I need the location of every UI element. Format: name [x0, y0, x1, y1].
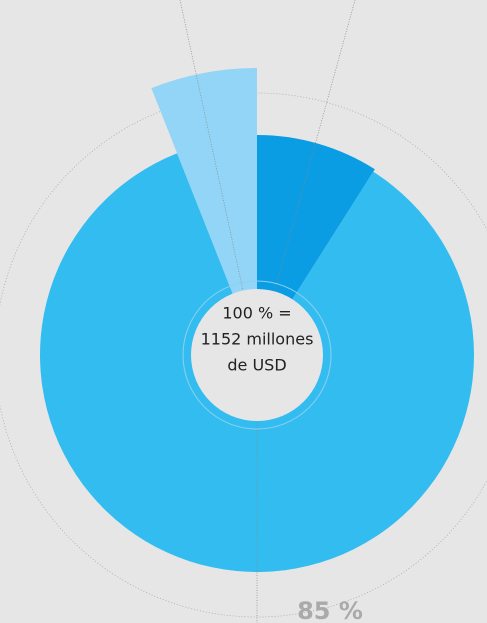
- wedge: [151, 68, 257, 355]
- center-circle: [191, 289, 323, 421]
- outer-guide: [0, 92, 487, 618]
- value-label: 85 %: [297, 597, 363, 623]
- center-label: de USD: [227, 356, 286, 375]
- inner-ring: [182, 280, 332, 430]
- center-label: 100 % =: [222, 304, 291, 323]
- center-label: 1152 millones: [201, 330, 314, 349]
